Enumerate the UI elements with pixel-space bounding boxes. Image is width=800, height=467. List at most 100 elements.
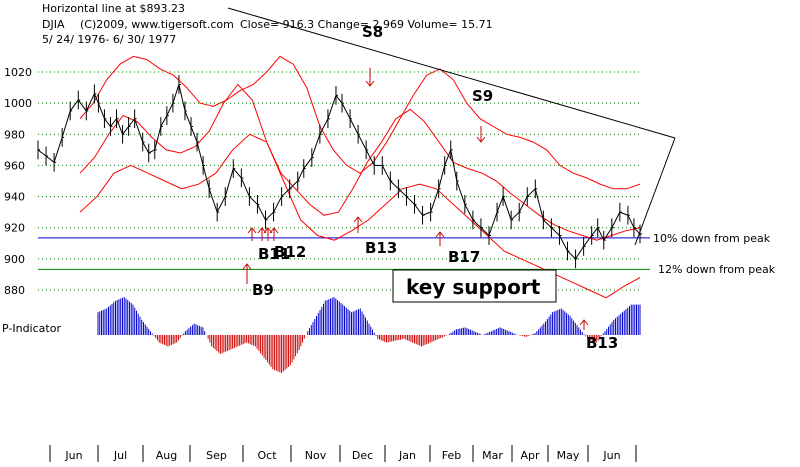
price-segment (480, 227, 490, 236)
key-support-box (392, 269, 557, 303)
price-segment (583, 235, 593, 247)
header-close: Close= 916.3 Change= 2.969 Volume= 15.71 (240, 18, 493, 31)
price-segment (61, 110, 71, 138)
price-segment (122, 126, 129, 135)
month-label: May (557, 449, 580, 462)
price-segment (341, 102, 351, 119)
signal-b-cluster: B11 (258, 245, 290, 263)
price-segment (365, 149, 375, 166)
signal-b-cluster-2: B12 (274, 243, 306, 261)
header-symbol: DJIA (42, 18, 65, 31)
price-segment (456, 180, 466, 205)
price-segment (53, 137, 63, 163)
price-segment (603, 227, 613, 241)
month-label: Nov (305, 449, 327, 462)
price-segment (611, 211, 621, 228)
price-segment (327, 95, 337, 119)
price-segment (196, 141, 204, 166)
price-segment (97, 102, 105, 119)
price-segment (297, 168, 305, 182)
price-segment (510, 211, 520, 221)
price-segment (414, 204, 423, 216)
price-segment (190, 126, 198, 143)
price-segment (619, 211, 629, 216)
signal-b9: B9 (252, 281, 274, 299)
signal-arrows (242, 68, 589, 330)
price-segment (591, 227, 599, 236)
price-segment (69, 99, 79, 112)
price-segment (422, 211, 431, 216)
price-segment (116, 118, 124, 135)
price-segment (289, 180, 299, 190)
price-segment (627, 215, 635, 228)
month-axis: Jun Jul Aug Sep Oct Nov Dec Jan Feb Mar Apr May Jun (49, 445, 637, 462)
price-segment (472, 219, 482, 229)
price-segment (464, 204, 474, 221)
month-label: Jun (64, 449, 82, 462)
price-segment (249, 196, 258, 205)
month-label: Jun (602, 449, 620, 462)
price-segment (335, 95, 343, 104)
month-label: Mar (482, 449, 503, 462)
price-segment (398, 188, 407, 197)
y-tick-label: 920 (4, 222, 25, 235)
month-label: Oct (257, 449, 277, 462)
signal-s8: S8 (362, 23, 383, 41)
price-segment (257, 204, 266, 221)
price-segment (148, 149, 156, 154)
price-segment (265, 211, 274, 221)
month-label: Apr (520, 449, 540, 462)
price-segment (488, 211, 498, 236)
p-indicator-label: P-Indicator (2, 322, 61, 335)
price-segment (93, 93, 99, 104)
y-tick-label: 1020 (4, 66, 32, 79)
price-segment (273, 196, 283, 213)
price-segment (311, 134, 321, 158)
signal-s9: S9 (472, 87, 493, 105)
y-tick-label: 900 (4, 253, 25, 266)
price-segment (216, 196, 226, 213)
twelve-down-label: 12% down from peak (658, 263, 776, 276)
price-segment (128, 118, 136, 127)
price-segment (37, 149, 47, 157)
month-label: Sep (206, 449, 227, 462)
price-segment (240, 177, 250, 197)
month-label: Jul (113, 449, 127, 462)
price-segment (543, 219, 552, 229)
month-label: Aug (156, 449, 177, 462)
key-support-label: key support (406, 275, 541, 299)
ten-down-label: 10% down from peak (653, 232, 771, 245)
price-segment (526, 188, 536, 197)
price-segment (281, 188, 291, 197)
gridlines (38, 71, 640, 291)
month-label: Jan (398, 449, 416, 462)
upper-band (79, 55, 641, 190)
price-segment (77, 99, 87, 112)
price-segment (134, 118, 144, 143)
price-segment (104, 118, 111, 127)
month-label: Feb (442, 449, 461, 462)
mid-band (79, 83, 641, 241)
trendline-end (634, 137, 676, 246)
price-segment (184, 110, 192, 127)
signal-b13: B13 (365, 239, 397, 257)
price-segment (85, 93, 95, 112)
price-segment (224, 168, 234, 197)
price-segment (597, 227, 605, 241)
price-segment (575, 246, 585, 260)
price-segment (178, 84, 186, 112)
price-segment (166, 102, 174, 116)
header-copyright: (C)2009, www.tigersoft.com (80, 18, 234, 31)
y-tick-label: 940 (4, 191, 25, 204)
price-segment (208, 188, 218, 213)
month-label: Dec (352, 449, 373, 462)
price-segment (430, 188, 440, 213)
price-segment (496, 196, 504, 213)
price-segment (232, 168, 242, 179)
y-tick-label: 980 (4, 128, 25, 141)
price-segment (551, 227, 560, 236)
price-segment (406, 196, 415, 205)
price-segment (567, 250, 576, 260)
price-segment (172, 84, 180, 104)
price-segment (303, 157, 313, 169)
